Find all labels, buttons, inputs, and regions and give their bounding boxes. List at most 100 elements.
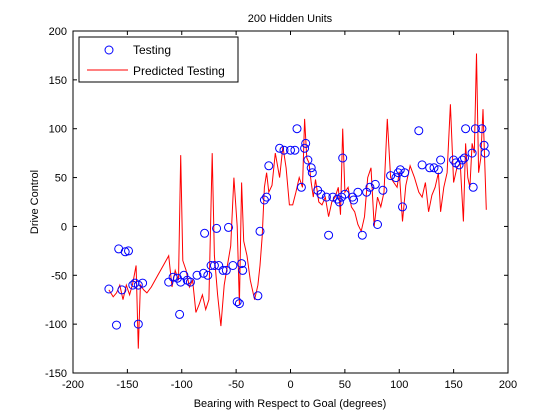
testing-point <box>228 261 238 270</box>
testing-point <box>417 160 427 170</box>
testing-point <box>393 168 403 178</box>
testing-point <box>349 195 359 205</box>
x-axis-label: Bearing with Respect to Goal (degrees) <box>194 398 387 410</box>
testing-point <box>449 155 459 165</box>
testing-point <box>324 230 334 240</box>
predicted-testing-line <box>108 53 487 349</box>
testing-point <box>357 230 367 240</box>
testing-point <box>300 143 310 153</box>
testing-point <box>185 277 195 287</box>
testing-point <box>120 247 130 257</box>
y-tick-label: 150 <box>49 75 67 87</box>
testing-point <box>275 143 285 153</box>
testing-point <box>436 155 446 165</box>
testing-point <box>454 160 464 170</box>
testing-point <box>292 124 302 134</box>
y-tick-label: -100 <box>45 319 67 331</box>
y-tick-label: 0 <box>61 221 67 233</box>
y-tick-label: 100 <box>49 124 67 136</box>
x-tick-label: -100 <box>171 379 193 391</box>
testing-point <box>290 145 300 155</box>
testing-point <box>168 272 178 282</box>
testing-point <box>353 187 363 197</box>
testing-point <box>234 299 244 309</box>
testing-point <box>391 173 401 183</box>
testing-point <box>259 195 269 205</box>
testing-point <box>461 124 471 134</box>
testing-point <box>212 223 222 233</box>
testing-point <box>138 278 148 288</box>
legend: Testing Predicted Testing <box>78 36 239 83</box>
testing-point <box>378 185 388 195</box>
testing-point <box>221 265 231 275</box>
testing-point <box>253 291 263 301</box>
testing-point <box>264 161 274 171</box>
testing-point <box>199 268 208 278</box>
x-tick-label: 150 <box>444 379 462 391</box>
testing-point <box>321 192 331 202</box>
x-tick-label: -200 <box>62 379 84 391</box>
testing-point <box>470 124 480 134</box>
testing-point <box>175 309 185 319</box>
testing-point <box>307 168 317 178</box>
testing-point <box>414 126 424 136</box>
testing-point <box>179 270 189 280</box>
testing-point <box>286 145 295 155</box>
testing-point <box>224 222 233 232</box>
testing-point <box>340 189 350 199</box>
y-ticks: -150 -100 -50 0 50 100 150 200 <box>45 26 508 380</box>
testing-point <box>279 145 289 155</box>
testing-point <box>362 187 372 197</box>
testing-point <box>306 163 316 173</box>
testing-point <box>316 189 326 199</box>
testing-point <box>365 182 375 192</box>
testing-point <box>480 148 490 158</box>
testing-point <box>218 265 228 275</box>
testing-point <box>200 228 210 238</box>
testing-point <box>209 261 219 270</box>
testing-point <box>303 155 313 165</box>
legend-predicted-label: Predicted Testing <box>133 64 225 78</box>
legend-testing-label: Testing <box>133 43 171 57</box>
testing-point <box>237 259 247 269</box>
y-tick-label: 50 <box>55 173 67 185</box>
legend-box <box>78 36 239 83</box>
y-tick-label: -50 <box>51 270 67 282</box>
testing-point <box>262 192 272 202</box>
x-ticks: -200 -150 -100 -50 0 50 100 150 200 <box>62 31 517 391</box>
testing-series <box>104 124 490 330</box>
testing-point <box>398 202 407 212</box>
testing-point <box>104 284 114 294</box>
testing-point <box>232 297 242 307</box>
testing-point <box>112 320 121 330</box>
y-tick-label: -150 <box>45 368 67 380</box>
y-tick-label: 200 <box>49 26 67 38</box>
x-tick-label: 100 <box>390 379 408 391</box>
testing-point <box>117 285 127 295</box>
x-tick-label: -50 <box>228 379 244 391</box>
testing-point <box>332 194 342 204</box>
testing-point <box>467 148 477 158</box>
testing-point <box>133 280 143 290</box>
testing-point <box>238 265 248 275</box>
testing-point <box>192 270 202 280</box>
testing-point <box>395 165 405 175</box>
x-tick-label: -150 <box>116 379 138 391</box>
plot-area <box>72 30 509 374</box>
x-tick-label: 0 <box>287 379 293 391</box>
testing-point <box>334 197 344 207</box>
testing-point <box>128 280 138 290</box>
testing-point <box>433 165 443 175</box>
testing-point <box>429 163 439 173</box>
legend-testing-marker <box>104 45 114 55</box>
x-tick-label: 200 <box>499 379 517 391</box>
chart-title: 200 Hidden Units <box>248 13 333 25</box>
testing-point <box>373 220 382 229</box>
testing-point <box>425 163 435 173</box>
testing-point <box>338 153 348 163</box>
testing-point <box>328 192 338 202</box>
testing-point <box>124 246 133 256</box>
testing-point <box>296 182 306 192</box>
